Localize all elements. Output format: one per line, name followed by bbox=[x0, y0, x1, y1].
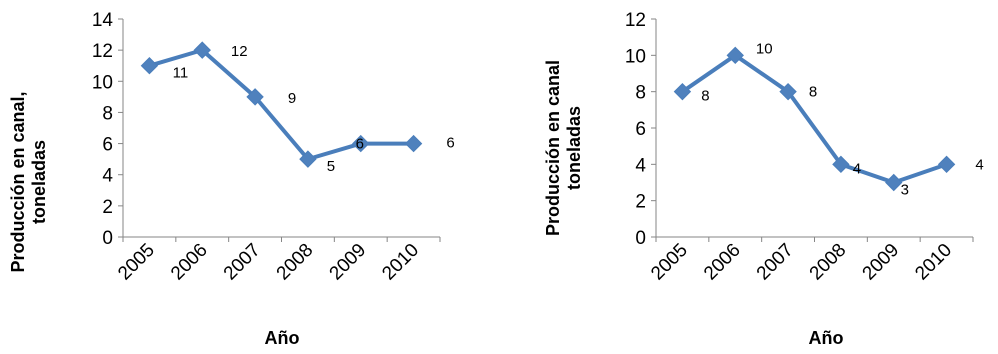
x-tick-label: 2007 bbox=[753, 240, 798, 285]
chart-left: Producción en canal, toneladas Año 0 2 4 6 8… bbox=[8, 10, 455, 348]
y-axis-title-line2: toneladas bbox=[564, 106, 584, 190]
data-point-marker bbox=[885, 173, 903, 192]
x-axis-title: Año bbox=[265, 328, 300, 348]
x-tick-label: 2010 bbox=[911, 240, 956, 285]
chart-right-svg: Producción en canal toneladas Año 0 2 4 6 8 1… bbox=[543, 10, 984, 348]
data-point-marker bbox=[832, 155, 850, 174]
y-tick-label: 8 bbox=[102, 103, 113, 124]
y-tick-label: 2 bbox=[635, 192, 646, 213]
y-tick-label: 10 bbox=[625, 46, 646, 67]
x-tick-label: 2005 bbox=[114, 240, 159, 285]
x-tick-label: 2005 bbox=[647, 240, 692, 285]
y-tick-label: 12 bbox=[92, 41, 113, 62]
series-line bbox=[681, 53, 948, 185]
y-tick-label: 0 bbox=[635, 228, 646, 249]
x-tick-label: 2010 bbox=[378, 240, 423, 285]
data-point-marker bbox=[246, 88, 264, 106]
data-label: 4 bbox=[853, 160, 861, 177]
x-tick-label: 2008 bbox=[806, 240, 851, 285]
x-tick-label: 2009 bbox=[326, 240, 371, 285]
data-point-marker bbox=[404, 134, 423, 153]
data-label: 11 bbox=[173, 65, 189, 82]
data-label: 9 bbox=[288, 90, 296, 107]
y-tick-label: 10 bbox=[92, 72, 113, 93]
y-tick-label: 4 bbox=[102, 166, 113, 187]
data-point-marker bbox=[726, 46, 744, 65]
chart-left-svg: Producción en canal, toneladas Año 0 2 4 6 8… bbox=[8, 10, 455, 348]
data-label: 8 bbox=[809, 84, 817, 101]
data-point-marker bbox=[937, 155, 956, 174]
y-tick-label: 6 bbox=[102, 135, 113, 156]
data-point-marker bbox=[140, 57, 159, 75]
data-label: 12 bbox=[231, 43, 248, 60]
y-axis-title-line2: toneladas bbox=[29, 140, 49, 224]
y-tick-label: 6 bbox=[635, 119, 646, 140]
data-point-marker bbox=[673, 82, 692, 101]
y-tick-label: 8 bbox=[635, 83, 646, 104]
data-point-marker bbox=[352, 134, 370, 153]
data-point-marker bbox=[779, 82, 797, 101]
data-label: 3 bbox=[901, 182, 909, 199]
data-label: 6 bbox=[356, 136, 364, 153]
chart-right: Producción en canal toneladas Año 0 2 4 6 8 1… bbox=[499, 0, 998, 354]
y-axis-title-line1: Producción en canal bbox=[543, 60, 563, 236]
data-label: 5 bbox=[327, 158, 335, 175]
y-tick-label: 0 bbox=[102, 228, 113, 249]
x-axis-title: Año bbox=[809, 328, 844, 348]
y-tick-label: 14 bbox=[92, 10, 114, 31]
data-point-marker bbox=[299, 150, 317, 168]
series-line bbox=[148, 48, 414, 162]
data-point-marker bbox=[193, 41, 211, 59]
data-label: 8 bbox=[701, 88, 709, 105]
data-label: 4 bbox=[975, 156, 983, 173]
x-tick-label: 2008 bbox=[273, 240, 318, 285]
y-tick-label: 4 bbox=[635, 155, 646, 176]
x-tick-label: 2006 bbox=[700, 240, 745, 285]
y-tick-label: 2 bbox=[102, 197, 113, 218]
x-tick-label: 2009 bbox=[859, 240, 904, 285]
y-axis-title-line1: Producción en canal, bbox=[8, 91, 28, 272]
data-label: 6 bbox=[446, 135, 454, 152]
y-tick-label: 12 bbox=[625, 10, 646, 31]
x-tick-label: 2006 bbox=[167, 240, 212, 285]
x-tick-label: 2007 bbox=[220, 240, 265, 285]
data-label: 10 bbox=[756, 40, 773, 57]
